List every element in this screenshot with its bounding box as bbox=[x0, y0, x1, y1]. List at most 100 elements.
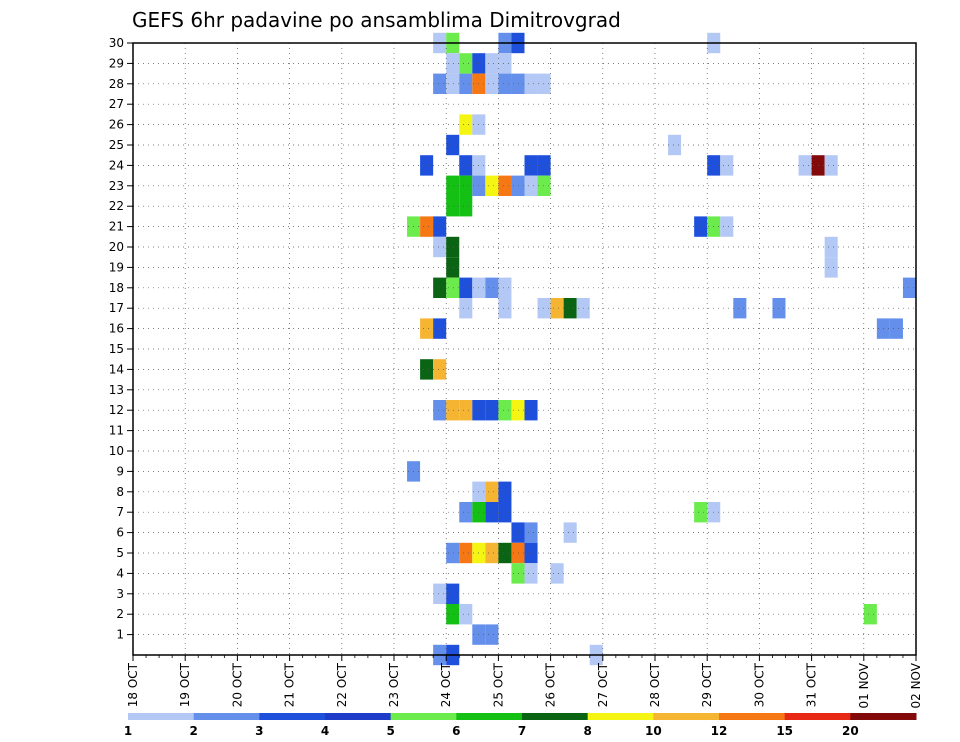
precip-cell-53 bbox=[824, 257, 838, 278]
colorbar-label-20: 20 bbox=[842, 724, 859, 738]
precip-cell-18 bbox=[537, 73, 551, 94]
y-tick-label-21: 21 bbox=[109, 220, 124, 234]
colorbar-swatch-0 bbox=[128, 713, 195, 720]
y-tick-label-8: 8 bbox=[116, 485, 124, 499]
y-tick-label-3: 3 bbox=[116, 587, 124, 601]
y-tick-label-24: 24 bbox=[109, 158, 124, 172]
precip-cell-52 bbox=[446, 257, 460, 278]
precip-cell-64 bbox=[550, 298, 564, 319]
colorbar-swatch-5 bbox=[456, 713, 523, 720]
precip-cell-27 bbox=[537, 155, 551, 176]
y-tick-label-13: 13 bbox=[109, 383, 124, 397]
precip-cell-63 bbox=[537, 298, 551, 319]
precip-cell-54 bbox=[433, 277, 447, 298]
colorbar-label-2: 2 bbox=[189, 724, 197, 738]
precip-cell-38 bbox=[511, 175, 525, 196]
colorbar-swatch-1 bbox=[193, 713, 260, 720]
x-tick-label-15: 02 NOV bbox=[909, 662, 923, 708]
y-tick-label-7: 7 bbox=[116, 505, 124, 519]
x-tick-label-7: 25 OCT bbox=[491, 662, 505, 707]
precip-cell-70 bbox=[433, 318, 447, 339]
colorbar-label-12: 12 bbox=[711, 724, 728, 738]
precip-cell-60 bbox=[902, 277, 916, 298]
precip-cell-36 bbox=[485, 175, 499, 196]
precip-cell-32 bbox=[824, 155, 838, 176]
x-tick-label-10: 28 OCT bbox=[648, 662, 662, 707]
precip-cell-42 bbox=[459, 196, 473, 217]
precip-cell-26 bbox=[524, 155, 538, 176]
precip-cell-79 bbox=[485, 400, 499, 421]
y-tick-label-28: 28 bbox=[109, 77, 124, 91]
precip-cell-16 bbox=[511, 73, 525, 94]
precip-cell-75 bbox=[433, 400, 447, 421]
precip-cell-95 bbox=[563, 522, 577, 543]
precip-cell-97 bbox=[459, 542, 473, 564]
precip-cell-56 bbox=[459, 277, 473, 298]
precip-cell-6 bbox=[459, 53, 473, 74]
precip-cell-55 bbox=[446, 277, 460, 298]
colorbar-swatch-9 bbox=[719, 713, 786, 720]
y-tick-label-15: 15 bbox=[109, 342, 124, 356]
precip-cell-44 bbox=[420, 216, 434, 237]
x-tick-label-3: 21 OCT bbox=[283, 662, 297, 707]
precip-cell-9 bbox=[498, 53, 512, 74]
y-tick-label-25: 25 bbox=[109, 138, 124, 152]
precip-cell-106 bbox=[433, 583, 447, 604]
precip-cell-89 bbox=[485, 502, 499, 523]
precip-cell-50 bbox=[446, 236, 460, 258]
precip-cell-91 bbox=[694, 502, 708, 523]
x-tick-label-11: 29 OCT bbox=[700, 662, 714, 707]
colorbar: 1 2 3 4 5 6 7 8 10 12 15 20 bbox=[124, 713, 917, 738]
colorbar-swatch-10 bbox=[784, 713, 851, 720]
precip-cell-104 bbox=[524, 563, 538, 584]
precip-cell-10 bbox=[433, 73, 447, 94]
precip-cell-73 bbox=[420, 359, 434, 380]
y-tick-label-17: 17 bbox=[109, 301, 124, 315]
y-axis: 1234567891011121314151617181920212223242… bbox=[109, 36, 133, 642]
precip-cell-51 bbox=[824, 236, 838, 258]
y-tick-label-6: 6 bbox=[116, 526, 124, 540]
y-tick-label-11: 11 bbox=[109, 424, 124, 438]
precip-cell-108 bbox=[446, 604, 460, 625]
colorbar-label-10: 10 bbox=[645, 724, 662, 738]
y-tick-label-26: 26 bbox=[109, 118, 124, 132]
precip-cell-82 bbox=[524, 400, 538, 421]
precip-cell-109 bbox=[459, 604, 473, 625]
colorbar-swatch-4 bbox=[390, 713, 457, 720]
precip-cell-103 bbox=[511, 563, 525, 584]
precip-cell-11 bbox=[446, 73, 460, 94]
y-tick-label-14: 14 bbox=[109, 362, 124, 376]
precip-cell-15 bbox=[498, 73, 512, 94]
precip-cell-17 bbox=[524, 73, 538, 94]
precip-cell-77 bbox=[459, 400, 473, 421]
colorbar-swatch-8 bbox=[653, 713, 720, 720]
precip-cell-30 bbox=[798, 155, 812, 176]
colorbar-swatch-11 bbox=[850, 713, 917, 720]
y-tick-label-23: 23 bbox=[109, 179, 124, 193]
y-tick-label-27: 27 bbox=[109, 97, 124, 111]
precip-cell-110 bbox=[863, 604, 877, 625]
precip-cell-8 bbox=[485, 53, 499, 74]
precip-cell-5 bbox=[446, 53, 460, 74]
precip-cell-86 bbox=[498, 481, 512, 502]
precip-cell-96 bbox=[446, 542, 460, 564]
x-tick-label-8: 26 OCT bbox=[544, 662, 558, 707]
y-tick-label-18: 18 bbox=[109, 281, 124, 295]
precip-cell-102 bbox=[524, 542, 538, 564]
precip-cell-76 bbox=[446, 400, 460, 421]
precip-cell-12 bbox=[459, 73, 473, 94]
precip-cell-100 bbox=[498, 542, 512, 564]
precip-cell-24 bbox=[459, 155, 473, 176]
colorbar-label-1: 1 bbox=[124, 724, 132, 738]
precip-cell-41 bbox=[446, 196, 460, 217]
precip-cell-80 bbox=[498, 400, 512, 421]
colorbar-label-4: 4 bbox=[321, 724, 329, 738]
y-tick-label-1: 1 bbox=[116, 628, 124, 642]
x-axis: 18 OCT 19 OCT 20 OCT 21 OCT 22 OCT 23 OCT 24 O… bbox=[126, 655, 923, 709]
colorbar-label-6: 6 bbox=[452, 724, 460, 738]
precip-cell-107 bbox=[446, 583, 460, 604]
x-tick-label-4: 22 OCT bbox=[335, 662, 349, 707]
precip-cell-37 bbox=[498, 175, 512, 196]
precip-cell-45 bbox=[433, 216, 447, 237]
precip-cell-105 bbox=[550, 563, 564, 584]
